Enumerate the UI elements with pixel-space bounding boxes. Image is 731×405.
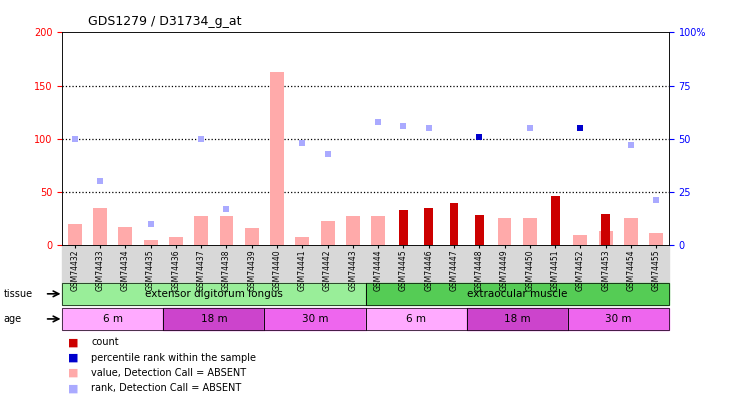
Bar <box>93 208 107 245</box>
Bar <box>169 237 183 245</box>
Text: ■: ■ <box>68 337 78 347</box>
Text: GDS1279 / D31734_g_at: GDS1279 / D31734_g_at <box>88 15 241 28</box>
Text: age: age <box>4 314 22 324</box>
Text: ■: ■ <box>68 384 78 393</box>
Bar <box>450 202 458 245</box>
Text: extensor digitorum longus: extensor digitorum longus <box>145 289 283 299</box>
Bar <box>118 227 132 245</box>
Text: ■: ■ <box>68 353 78 362</box>
Text: 30 m: 30 m <box>302 314 328 324</box>
Bar <box>550 196 559 245</box>
Bar <box>601 214 610 245</box>
Bar <box>371 216 385 245</box>
Text: 18 m: 18 m <box>200 314 227 324</box>
Text: value, Detection Call = ABSENT: value, Detection Call = ABSENT <box>91 368 246 378</box>
Bar <box>321 221 335 245</box>
Bar <box>649 233 663 245</box>
Text: 6 m: 6 m <box>406 314 426 324</box>
Bar <box>144 240 158 245</box>
Bar <box>475 215 484 245</box>
Bar <box>346 216 360 245</box>
Bar <box>523 218 537 245</box>
Bar <box>599 231 613 245</box>
Bar <box>399 210 408 245</box>
Bar <box>424 208 433 245</box>
Bar <box>245 228 259 245</box>
Bar <box>194 216 208 245</box>
Text: ■: ■ <box>68 368 78 378</box>
Bar <box>219 216 233 245</box>
Text: 30 m: 30 m <box>605 314 632 324</box>
Bar <box>68 224 82 245</box>
Bar <box>498 218 512 245</box>
Text: 18 m: 18 m <box>504 314 531 324</box>
Text: count: count <box>91 337 119 347</box>
Text: percentile rank within the sample: percentile rank within the sample <box>91 353 257 362</box>
Text: extraocular muscle: extraocular muscle <box>467 289 567 299</box>
Text: tissue: tissue <box>4 289 33 299</box>
Bar <box>270 72 284 245</box>
Bar <box>573 235 587 245</box>
Bar <box>624 218 638 245</box>
Text: rank, Detection Call = ABSENT: rank, Detection Call = ABSENT <box>91 384 242 393</box>
Bar <box>295 237 309 245</box>
Text: 6 m: 6 m <box>102 314 123 324</box>
